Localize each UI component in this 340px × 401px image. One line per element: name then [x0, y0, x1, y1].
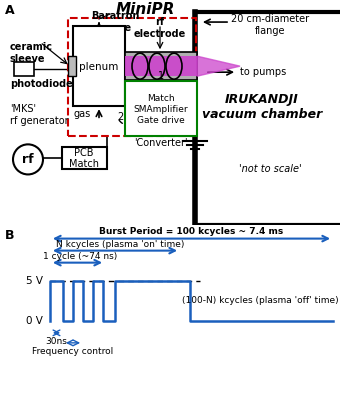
- Text: MiniPR: MiniPR: [115, 2, 175, 17]
- Text: plenum: plenum: [79, 62, 119, 72]
- Text: to pumps: to pumps: [240, 67, 286, 77]
- Text: Baratron
gauge: Baratron gauge: [91, 11, 139, 32]
- Bar: [125, 56, 197, 76]
- Text: N kcycles (plasma 'on' time): N kcycles (plasma 'on' time): [56, 240, 184, 249]
- Text: gas: gas: [74, 109, 91, 119]
- Text: 'not to scale': 'not to scale': [239, 164, 301, 174]
- Bar: [73, 26, 125, 106]
- Text: A: A: [5, 4, 15, 17]
- Bar: [68, 56, 76, 76]
- Text: ceramic
sleeve: ceramic sleeve: [10, 42, 53, 64]
- Bar: [62, 148, 107, 170]
- Circle shape: [13, 144, 43, 174]
- Text: 5 V: 5 V: [26, 276, 43, 286]
- Polygon shape: [197, 56, 240, 76]
- Text: 1: 1: [158, 71, 164, 81]
- Text: IRUKANDJI: IRUKANDJI: [225, 93, 299, 106]
- Text: rf: rf: [22, 153, 34, 166]
- Bar: [125, 81, 197, 136]
- Bar: [68, 18, 196, 136]
- Bar: [125, 52, 197, 80]
- Text: (100-N) kcycles (plasma 'off' time): (100-N) kcycles (plasma 'off' time): [182, 296, 338, 305]
- Text: 'MKS'
rf generator: 'MKS' rf generator: [10, 104, 69, 126]
- Text: rf
electrode: rf electrode: [134, 17, 186, 38]
- Text: Burst Period = 100 kcycles ~ 7.4 ms: Burst Period = 100 kcycles ~ 7.4 ms: [99, 227, 284, 236]
- Text: 30ns: 30ns: [45, 337, 67, 346]
- Text: 20 cm-diameter
flange: 20 cm-diameter flange: [231, 14, 309, 36]
- Text: 0 V: 0 V: [26, 316, 43, 326]
- Text: PCB
Match: PCB Match: [69, 148, 99, 169]
- Text: Frequency control: Frequency control: [32, 347, 114, 356]
- Text: vacuum chamber: vacuum chamber: [202, 108, 322, 121]
- Text: 'Converter': 'Converter': [134, 138, 188, 148]
- Text: Match
SMAmplifier
Gate drive: Match SMAmplifier Gate drive: [134, 94, 188, 125]
- Text: photodiode: photodiode: [10, 79, 73, 89]
- Text: 1 cycle (~74 ns): 1 cycle (~74 ns): [44, 252, 118, 261]
- Bar: [14, 62, 34, 76]
- Text: B: B: [5, 229, 15, 241]
- Text: 2: 2: [117, 112, 123, 122]
